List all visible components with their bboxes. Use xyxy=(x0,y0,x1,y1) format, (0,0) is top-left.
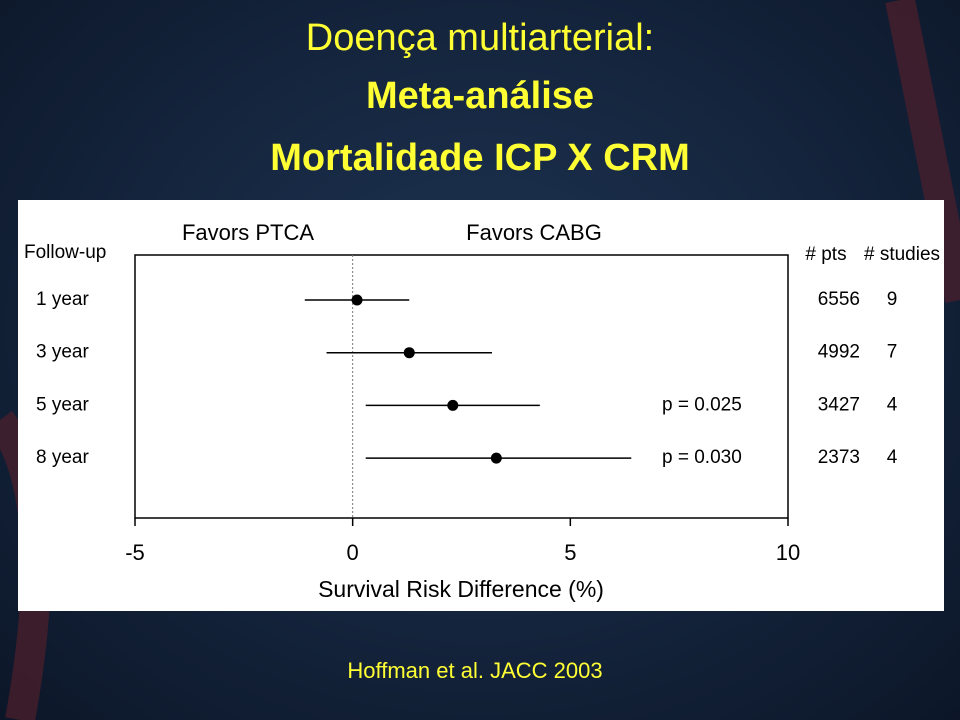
estimate xyxy=(403,347,415,359)
plot-frame xyxy=(134,254,789,519)
row-header: Follow-up xyxy=(24,242,106,263)
right-label: Favors CABG xyxy=(466,220,602,245)
pts-header: # pts xyxy=(805,244,846,265)
decor xyxy=(885,0,960,303)
estimate xyxy=(351,294,363,306)
row-label: 5 year xyxy=(36,394,89,415)
p-label: p = 0.030 xyxy=(662,447,742,468)
pts: 3427 xyxy=(818,394,860,415)
x-tick-label: 10 xyxy=(776,540,800,565)
estimate xyxy=(490,452,502,464)
title-line: Meta-análise xyxy=(366,75,594,117)
left-label: Favors PTCA xyxy=(182,220,314,245)
row-label: 1 year xyxy=(36,289,89,310)
x-axis-label: Survival Risk Difference (%) xyxy=(318,576,604,602)
studies: 9 xyxy=(887,289,898,310)
studies-header: # studies xyxy=(864,244,940,265)
p-label: p = 0.025 xyxy=(662,394,742,415)
pts: 2373 xyxy=(818,447,860,468)
x-tick-label: 5 xyxy=(564,540,576,565)
row-label: 8 year xyxy=(36,447,89,468)
title-line: Doença multiarterial: xyxy=(306,17,654,59)
chart: Favors PTCA Favors CABG Follow-up # pts … xyxy=(18,200,944,611)
citation: Hoffman et al. JACC 2003 xyxy=(347,658,602,683)
row-label: 3 year xyxy=(36,342,89,363)
studies: 7 xyxy=(887,342,898,363)
estimate xyxy=(447,399,459,411)
title-line: Mortalidade ICP X CRM xyxy=(270,137,689,179)
x-tick-label: -5 xyxy=(125,540,145,565)
pts: 6556 xyxy=(818,289,860,310)
studies: 4 xyxy=(887,394,898,415)
pts: 4992 xyxy=(818,342,860,363)
x-tick-label: 0 xyxy=(347,540,359,565)
studies: 4 xyxy=(887,447,898,468)
